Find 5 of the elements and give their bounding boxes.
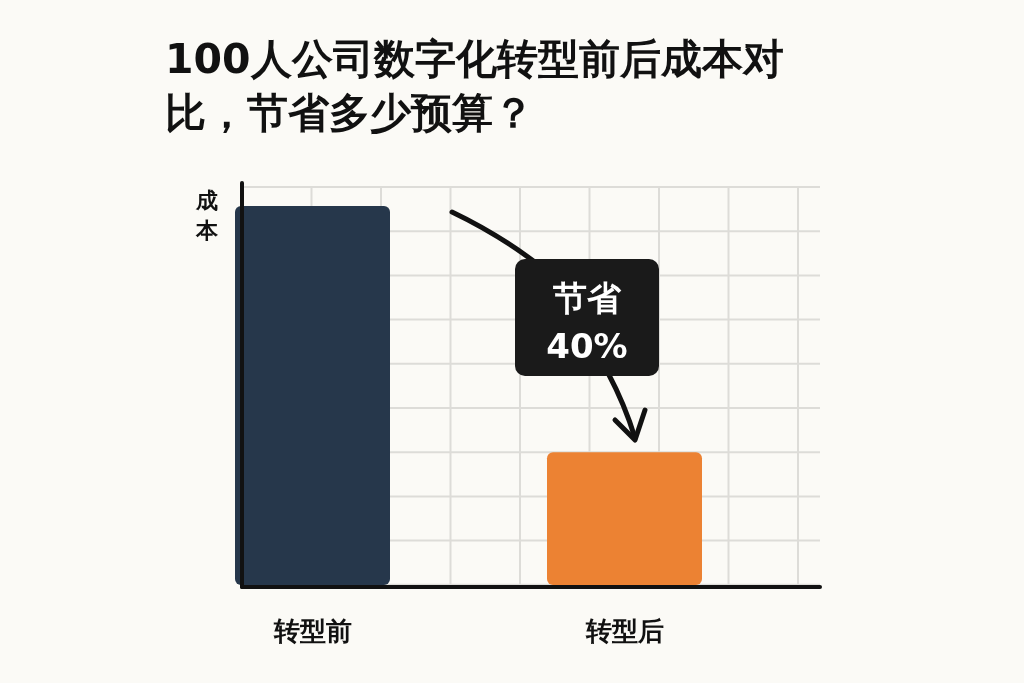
y-axis-title: 成本	[195, 188, 219, 243]
x-tick-label: 转型后	[584, 616, 664, 646]
x-tick-label: 转型前	[272, 616, 352, 646]
annotation: 节省 40%	[546, 278, 628, 366]
chart-title: 100人公司数字化转型前后成本对比，节省多少预算？	[165, 34, 785, 139]
